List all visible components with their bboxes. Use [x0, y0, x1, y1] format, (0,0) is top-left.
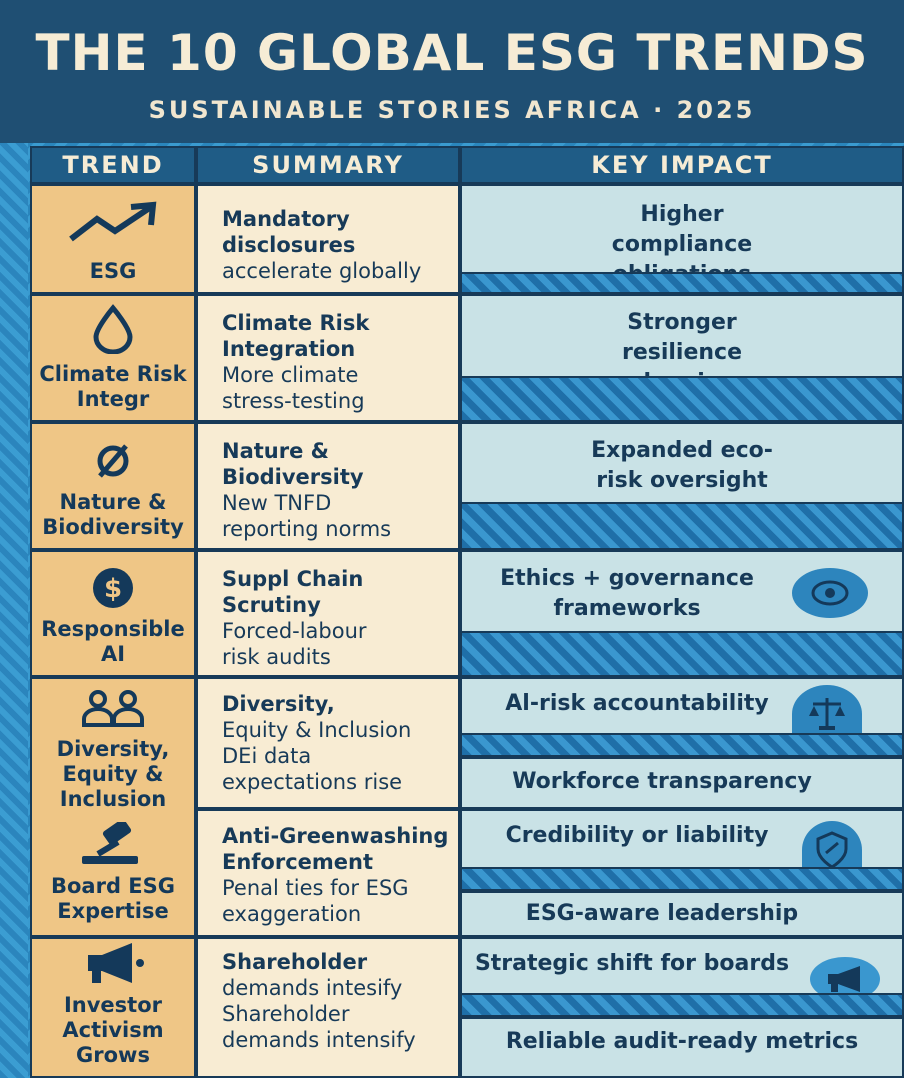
impact-text: Ethics + governance frameworks: [500, 566, 754, 621]
impact-text: Credibility or liability: [505, 823, 769, 848]
impact-cell: Stronger resilience planning: [460, 294, 904, 422]
summary-cell: Mandatory disclosures accelerate globall…: [196, 184, 460, 294]
trend-label: Diversity, Equity & Inclusion: [56, 737, 170, 811]
summary-text: New TNFD reporting norms: [222, 491, 392, 541]
impact-text: Expanded eco-risk oversight: [591, 438, 773, 493]
summary-bold: Anti-Greenwashing Enforcement: [222, 824, 449, 874]
summary-text: Forced-labour risk audits: [222, 619, 367, 669]
summary-text: Penal ties for ESG exaggeration: [222, 876, 409, 926]
summary-bold: Nature & Biodiversity: [222, 439, 364, 489]
impact-text: Workforce transparency: [512, 769, 812, 794]
trend-cell: $ Responsible AI: [30, 550, 196, 677]
pattern-band: [462, 272, 902, 292]
impact-cell: Higher compliance obligations: [460, 184, 904, 294]
dollar-coin-icon: $: [93, 568, 133, 608]
summary-text: accelerate globally: [222, 259, 422, 283]
impact-text: ESG-aware leadership: [525, 901, 799, 926]
pattern-band: [462, 631, 902, 675]
trend-label: Board ESG Expertise: [50, 874, 175, 923]
empty-set-icon: [97, 444, 129, 478]
impact-text: Al-risk accountability: [505, 691, 769, 716]
impact-cell: Al-risk accountability: [460, 677, 904, 757]
water-drop-icon: [93, 304, 133, 354]
pattern-band: [462, 867, 902, 889]
impact-cell: Workforce transparency: [460, 757, 904, 809]
column-header-impact: KEY IMPACT: [460, 146, 904, 184]
summary-cell: Shareholder demands intesify Shareholder…: [196, 937, 460, 1078]
summary-cell: Anti-Greenwashing Enforcement Penal ties…: [196, 809, 460, 937]
summary-text: Equity & Inclusion DEi data expectations…: [222, 718, 412, 794]
trend-label: ESG: [89, 259, 137, 283]
summary-cell: Climate Risk Integration More climate st…: [196, 294, 460, 422]
pattern-band: [462, 376, 902, 420]
column-header-trend: TREND: [30, 146, 196, 184]
trend-cell: ESG: [30, 184, 196, 294]
impact-cell: Expanded eco-risk oversight: [460, 422, 904, 550]
impact-cell: Credibility or liability: [460, 809, 904, 891]
summary-bold: Shareholder: [222, 950, 368, 974]
impact-cell: Ethics + governance frameworks: [460, 550, 904, 677]
trend-cell: Nature & Biodiversity: [30, 422, 196, 550]
trend-label: Nature & Biodiversity: [42, 490, 184, 539]
pattern-band: [462, 502, 902, 548]
summary-text: demands intesify Shareholder demands int…: [222, 976, 416, 1052]
trend-label: Responsible AI: [41, 617, 185, 666]
trend-cell: Investor Activism Grows: [30, 937, 196, 1078]
summary-cell: Diversity, Equity & Inclusion DEi data e…: [196, 677, 460, 809]
trend-up-icon: [69, 201, 157, 242]
summary-cell: Nature & Biodiversity New TNFD reporting…: [196, 422, 460, 550]
summary-cell: Suppl Chain Scrutiny Forced-labour risk …: [196, 550, 460, 677]
people-icon: [82, 690, 144, 727]
pattern-band: [462, 993, 902, 1015]
impact-text: Reliable audit-ready metrics: [505, 1029, 859, 1054]
summary-bold: Diversity,: [222, 692, 335, 716]
summary-bold: Mandatory disclosures: [222, 207, 356, 257]
megaphone-icon: [88, 943, 144, 983]
eye-badge-icon: [792, 568, 868, 618]
page-subtitle: SUSTAINABLE STORIES AFRICA · 2025: [148, 96, 756, 124]
column-header-summary: SUMMARY: [196, 146, 460, 184]
side-pattern: [0, 143, 28, 1078]
impact-cell: Reliable audit-ready metrics: [460, 1017, 904, 1078]
trend-label: Climate Risk Integr: [39, 362, 187, 411]
impact-text: Strategic shift for boards: [474, 951, 790, 976]
pattern-band: [462, 733, 902, 755]
summary-bold: Suppl Chain Scrutiny: [222, 567, 364, 617]
gavel-icon: [82, 822, 138, 864]
impact-cell: ESG-aware leadership: [460, 891, 904, 937]
header-banner: THE 10 GLOBAL ESG TRENDS SUSTAINABLE STO…: [0, 0, 904, 143]
impact-cell: Strategic shift for boards: [460, 937, 904, 1017]
summary-bold: Climate Risk Integration: [222, 311, 370, 361]
trend-label: Investor Activism Grows: [62, 993, 164, 1067]
summary-text: More climate stress-testing: [222, 363, 365, 413]
page-title: THE 10 GLOBAL ESG TRENDS: [35, 24, 869, 82]
trend-cell-group: Diversity, Equity & Inclusion Board ESG …: [30, 677, 196, 937]
svg-text:$: $: [104, 574, 122, 604]
trend-cell: Climate Risk Integr: [30, 294, 196, 422]
